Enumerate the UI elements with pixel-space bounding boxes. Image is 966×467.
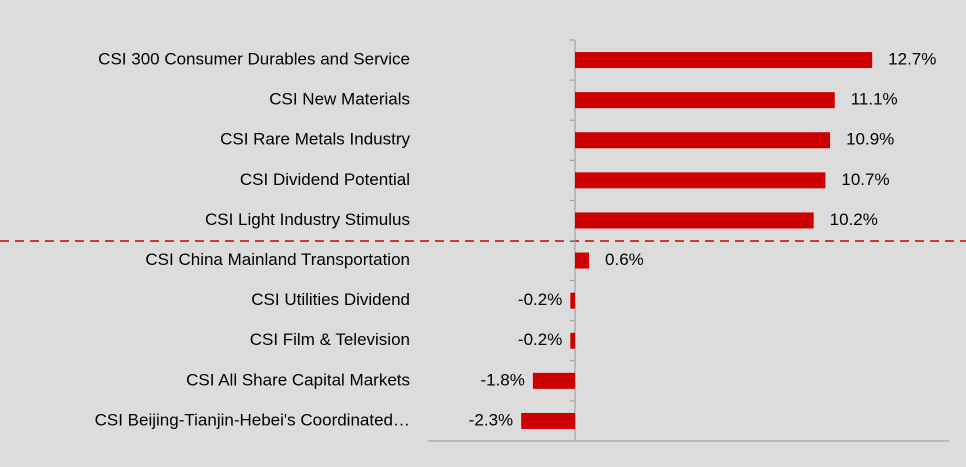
y-tick-label: CSI Utilities Dividend xyxy=(251,290,410,309)
bar xyxy=(532,372,576,389)
data-label: 10.2% xyxy=(830,210,878,229)
bar xyxy=(575,92,835,109)
data-label: 0.6% xyxy=(605,250,644,269)
y-tick-label: CSI Rare Metals Industry xyxy=(220,130,410,149)
y-tick-label: CSI Film & Television xyxy=(250,330,410,349)
data-label: 12.7% xyxy=(888,50,936,69)
data-label: 10.7% xyxy=(841,170,889,189)
bar xyxy=(575,172,826,189)
data-label: 10.9% xyxy=(846,130,894,149)
data-label: -1.8% xyxy=(480,370,524,389)
bar xyxy=(570,292,576,309)
bar xyxy=(521,412,576,429)
y-tick-label: CSI 300 Consumer Durables and Service xyxy=(98,50,410,69)
data-label: -0.2% xyxy=(518,330,562,349)
data-label: -0.2% xyxy=(518,290,562,309)
y-tick-label: CSI All Share Capital Markets xyxy=(186,370,410,389)
bar xyxy=(575,252,590,269)
y-tick-label: CSI Beijing-Tianjin-Hebei's Coordinated… xyxy=(95,410,410,429)
y-tick-label: CSI Dividend Potential xyxy=(240,170,410,189)
y-tick-label: CSI New Materials xyxy=(269,90,410,109)
y-tick-label: CSI Light Industry Stimulus xyxy=(205,210,410,229)
data-label: -2.3% xyxy=(469,410,513,429)
data-label: 11.1% xyxy=(851,90,898,109)
bar xyxy=(570,332,576,349)
bar xyxy=(575,212,814,229)
bar xyxy=(575,132,831,149)
bar xyxy=(575,52,873,69)
y-tick-label: CSI China Mainland Transportation xyxy=(145,250,410,269)
